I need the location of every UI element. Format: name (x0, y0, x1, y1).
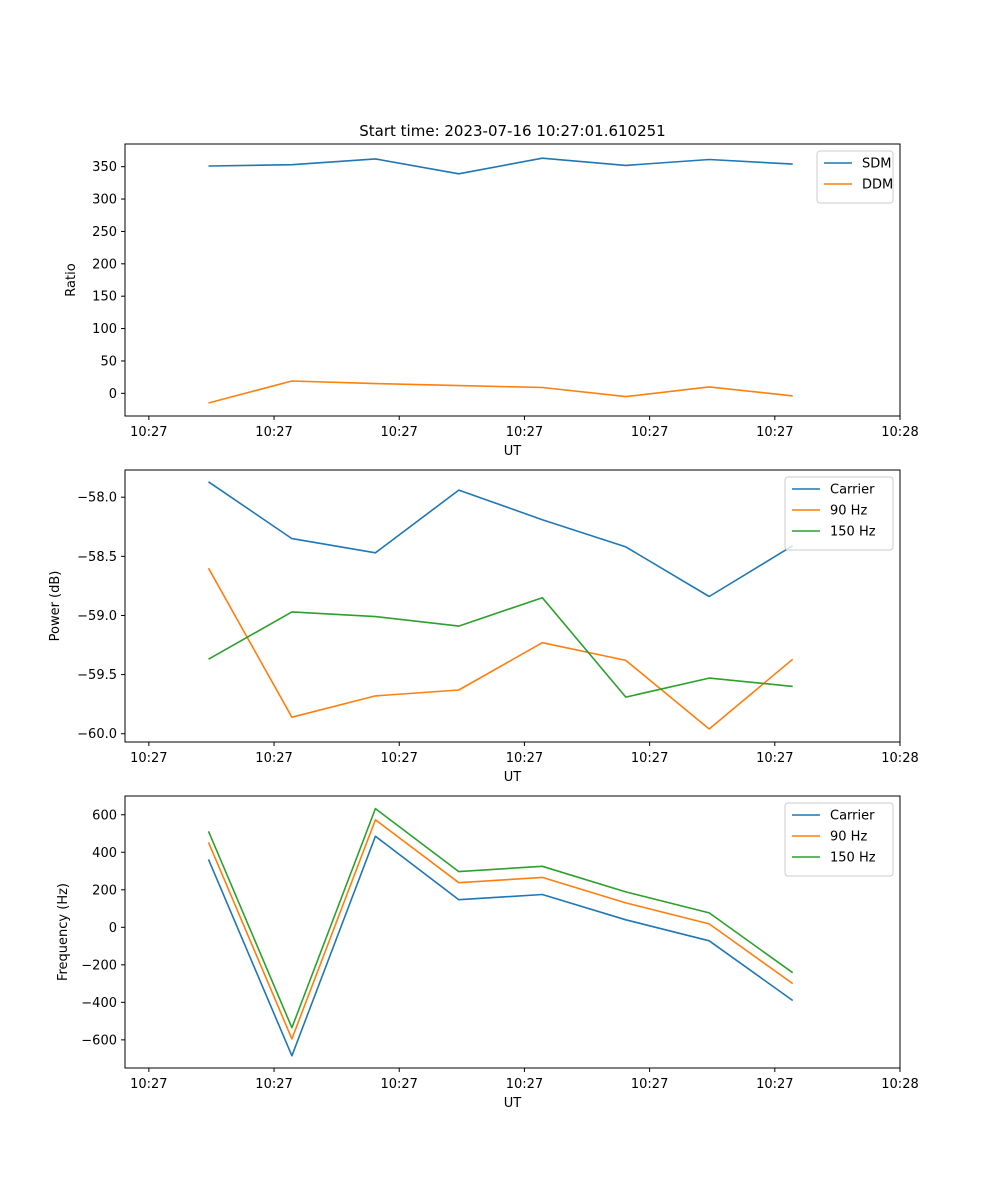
x-tick-label: 10:27 (255, 751, 292, 766)
y-tick-label: −60.0 (77, 727, 117, 742)
series-line-150-hz (208, 596, 793, 698)
subplot-power: 10:27 10:27 10:27 10:27 10:27 10:27 10:28 −60.0… (48, 469, 919, 785)
y-tick-label: −200 (81, 958, 117, 973)
series-line-ddm (208, 380, 793, 404)
series-line-carrier (208, 481, 794, 598)
subplot-ratio: 10:27 10:27 10:27 10:27 10:27 10:27 10:28 0 50 10… (64, 143, 919, 459)
y-tick-label: 150 (92, 290, 117, 305)
y-tick-label: −400 (81, 996, 117, 1011)
y-tick-label: 350 (92, 160, 117, 175)
y-tick-label: −58.5 (77, 550, 117, 565)
y-tick-label: −600 (81, 1033, 117, 1048)
y-tick-label: 400 (92, 846, 117, 861)
x-axis-label: UT (504, 1096, 522, 1111)
x-tick-label: 10:27 (506, 425, 543, 440)
x-tick-label: 10:28 (881, 751, 918, 766)
x-tick-label: 10:27 (380, 751, 417, 766)
y-tick-label: 100 (92, 322, 117, 337)
x-tick-label: 10:28 (881, 1077, 918, 1092)
x-tick-label: 10:27 (631, 425, 668, 440)
axes-frame (124, 143, 901, 417)
y-axis-label: Power (dB) (48, 571, 63, 642)
legend-label: 150 Hz (830, 525, 876, 540)
series-line-150-hz (207, 807, 794, 1029)
x-tick-label: 10:27 (506, 751, 543, 766)
legend-label: DDM (862, 178, 893, 193)
axes-frame (124, 469, 901, 743)
y-tick-label: 600 (92, 808, 117, 823)
y-tick-label: −59.5 (77, 668, 117, 683)
series-line-90-hz (207, 567, 794, 730)
legend: Carrier 90 Hz 150 Hz (784, 802, 894, 877)
x-tick-label: 10:27 (631, 751, 668, 766)
series-line-sdm (208, 157, 793, 175)
legend-label: Carrier (830, 809, 875, 824)
series-line-carrier (207, 835, 794, 1057)
x-tick-label: 10:27 (756, 425, 793, 440)
y-tick-label: 250 (92, 225, 117, 240)
y-tick-label: 200 (92, 883, 117, 898)
y-tick-label: 200 (92, 257, 117, 272)
x-tick-label: 10:27 (756, 751, 793, 766)
y-tick-label: 0 (109, 921, 117, 936)
y-tick-label: 300 (92, 193, 117, 208)
x-tick-label: 10:27 (631, 1077, 668, 1092)
x-tick-label: 10:27 (506, 1077, 543, 1092)
x-tick-label: 10:27 (130, 1077, 167, 1092)
x-tick-label: 10:27 (130, 425, 167, 440)
x-tick-label: 10:27 (380, 425, 417, 440)
legend-label: 90 Hz (830, 830, 867, 845)
x-axis-label: UT (504, 444, 522, 459)
legend-label: SDM (862, 157, 891, 172)
axes-frame (124, 795, 901, 1069)
x-tick-label: 10:27 (380, 1077, 417, 1092)
x-axis-label: UT (504, 770, 522, 785)
series-line-90-hz (207, 818, 794, 1040)
legend-box (816, 150, 894, 204)
subplot-frequency: 10:27 10:27 10:27 10:27 10:27 10:27 10:28 −600 −… (56, 795, 919, 1111)
legend-label: 150 Hz (830, 851, 876, 866)
figure-title: Start time: 2023-07-16 10:27:01.610251 (359, 122, 665, 140)
legend-label: Carrier (830, 483, 875, 498)
legend-label: 90 Hz (830, 504, 867, 519)
x-tick-label: 10:28 (881, 425, 918, 440)
x-tick-label: 10:27 (255, 425, 292, 440)
y-axis-label: Ratio (64, 263, 79, 296)
legend: SDM DDM (816, 150, 894, 204)
y-tick-label: −58.0 (77, 491, 117, 506)
legend: Carrier 90 Hz 150 Hz (784, 476, 894, 551)
x-tick-label: 10:27 (255, 1077, 292, 1092)
x-tick-label: 10:27 (756, 1077, 793, 1092)
y-axis-label: Frequency (Hz) (56, 883, 71, 981)
y-tick-label: 50 (100, 354, 117, 369)
y-tick-label: 0 (109, 387, 117, 402)
y-tick-label: −59.0 (77, 609, 117, 624)
x-tick-label: 10:27 (130, 751, 167, 766)
